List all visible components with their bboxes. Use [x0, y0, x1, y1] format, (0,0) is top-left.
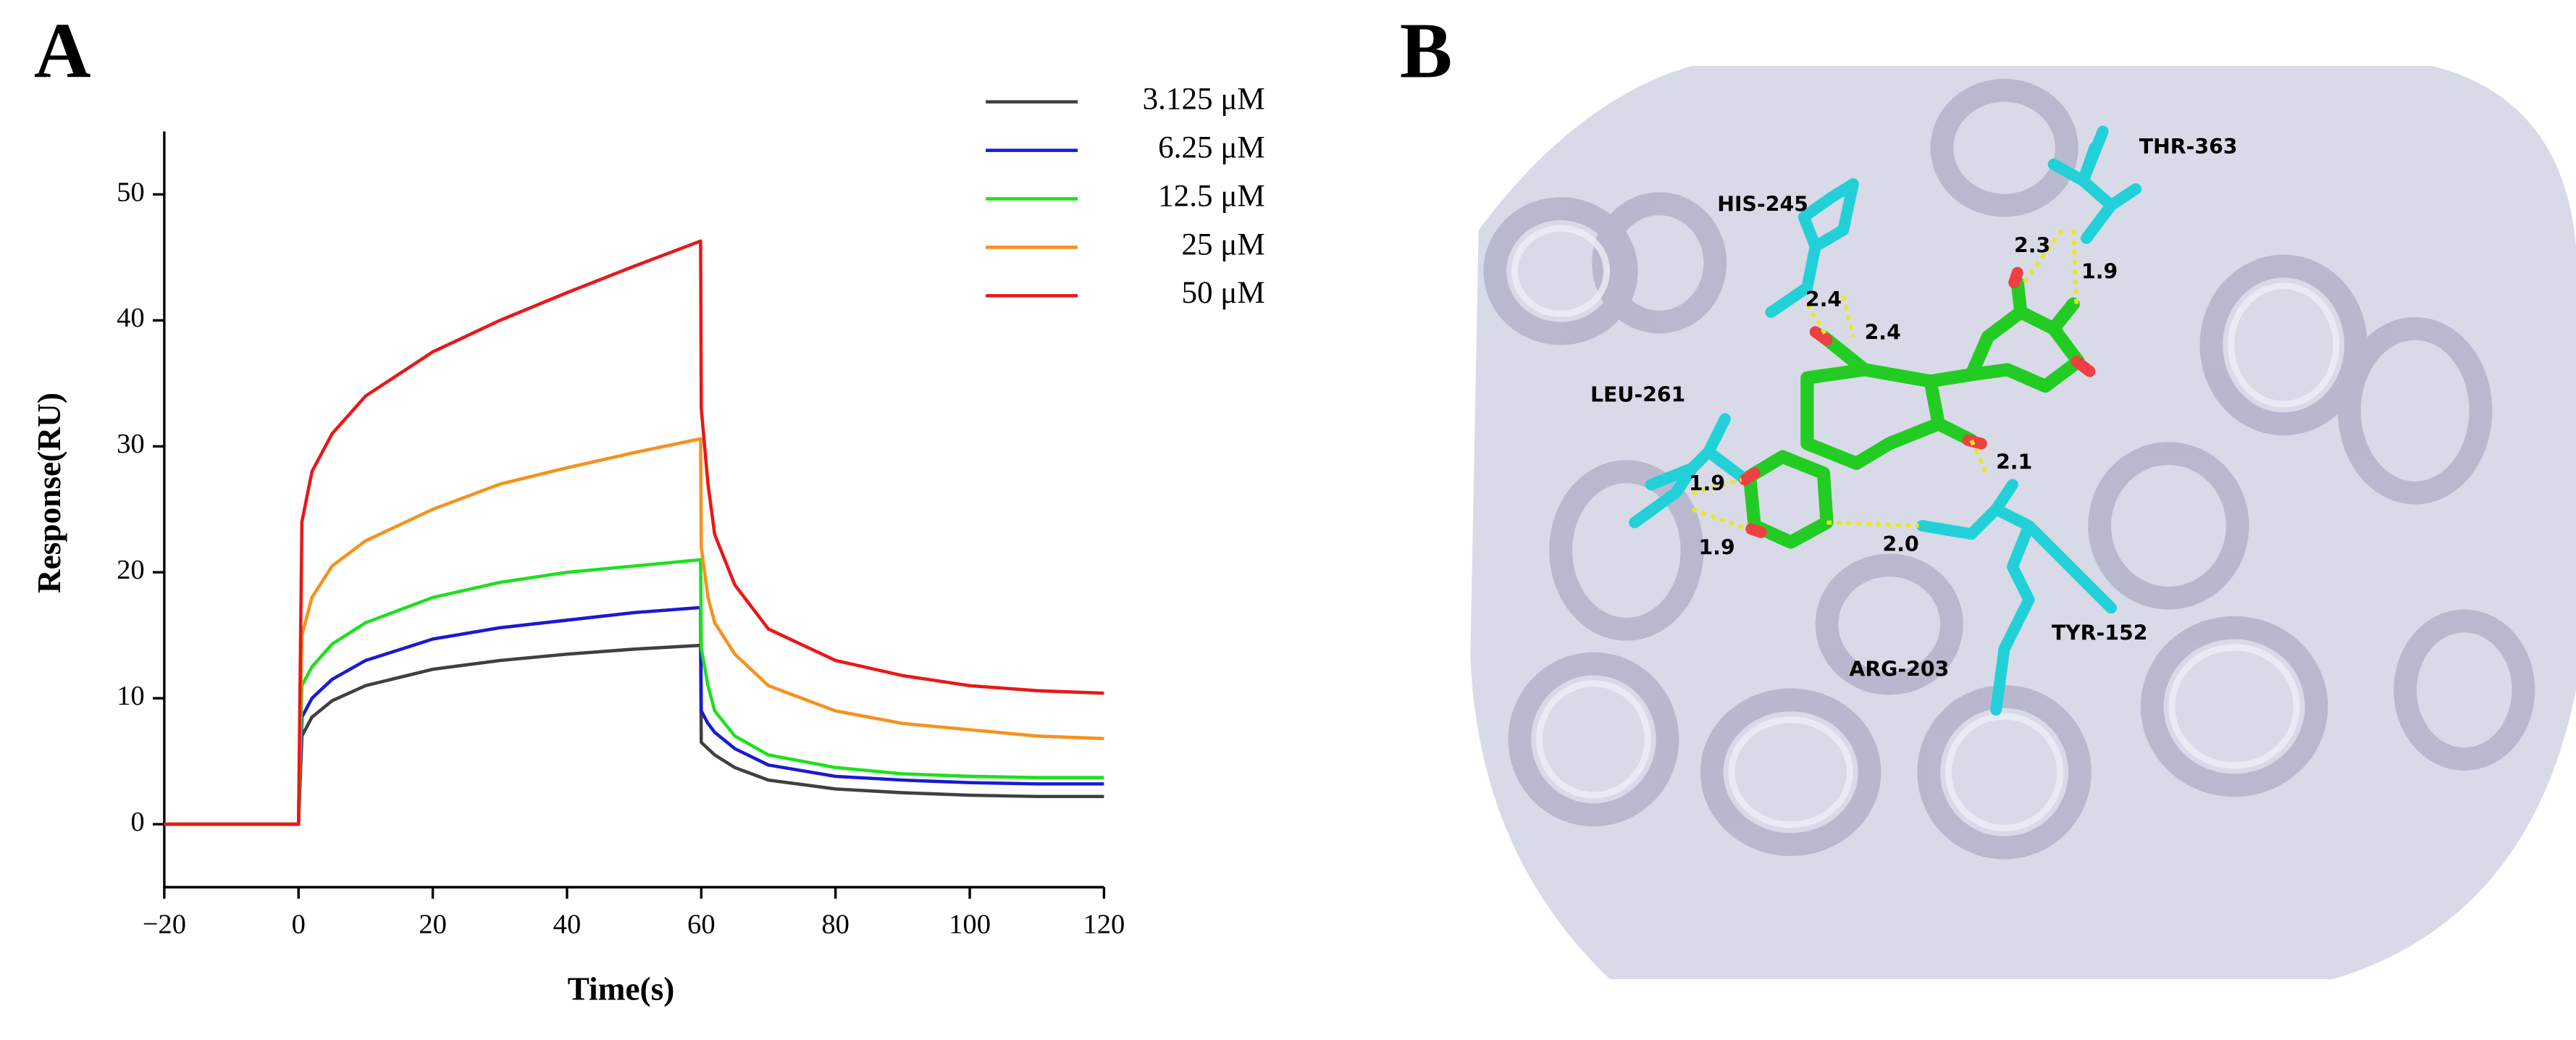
- y-tick-label: 40: [117, 303, 145, 333]
- x-tick-label: 100: [949, 909, 991, 939]
- residue-label: ARG-203: [1849, 658, 1949, 682]
- protein-cartoon: [1470, 65, 2576, 980]
- x-tick-label: 80: [821, 909, 849, 939]
- series-line: [164, 558, 1104, 826]
- distance-label: 2.0: [1883, 532, 1919, 556]
- distance-label: 2.1: [1996, 450, 2032, 474]
- series-line: [164, 605, 1104, 826]
- legend-label: 6.25 μM: [1158, 130, 1265, 164]
- panel-label: A: [34, 7, 91, 95]
- distance-label: 1.9: [1698, 536, 1734, 560]
- distance-label: 2.4: [1805, 288, 1842, 311]
- legend-label: 50 μM: [1181, 276, 1264, 310]
- residue-label: LEU-261: [1590, 383, 1685, 407]
- legend-label: 25 μM: [1181, 227, 1264, 261]
- y-tick-label: 0: [130, 807, 144, 837]
- y-tick-label: 50: [117, 177, 145, 207]
- series-line: [164, 643, 1104, 826]
- y-axis-label: Response(RU): [31, 393, 67, 593]
- x-tick-label: 0: [292, 909, 306, 939]
- residue-label: THR-363: [2139, 135, 2238, 159]
- y-tick-label: 10: [117, 681, 145, 711]
- distance-label: 2.3: [2014, 233, 2050, 257]
- legend-label: 3.125 μM: [1143, 83, 1265, 117]
- distance-label: 1.9: [2081, 260, 2118, 284]
- x-tick-label: 60: [687, 909, 716, 939]
- residue-label: HIS-245: [1717, 193, 1808, 217]
- series-line: [164, 437, 1104, 826]
- legend-label: 12.5 μM: [1158, 179, 1265, 213]
- residue-label: TYR-152: [2052, 621, 2148, 645]
- distance-label: 1.9: [1689, 471, 1725, 495]
- y-tick-label: 30: [117, 429, 145, 459]
- y-tick-label: 20: [117, 555, 145, 585]
- x-axis-label: Time(s): [568, 971, 675, 1007]
- structure-panel: B HIS-245 THR-363 LEU-261 ARG-203 TYR-15…: [1400, 7, 2576, 980]
- x-tick-label: 20: [419, 909, 447, 939]
- x-tick-label: 40: [553, 909, 582, 939]
- x-tick-label: −20: [143, 909, 186, 939]
- panel-label: B: [1400, 7, 1453, 95]
- series-line: [164, 239, 1104, 826]
- x-tick-label: 120: [1083, 909, 1125, 939]
- distance-label: 2.4: [1865, 321, 1901, 345]
